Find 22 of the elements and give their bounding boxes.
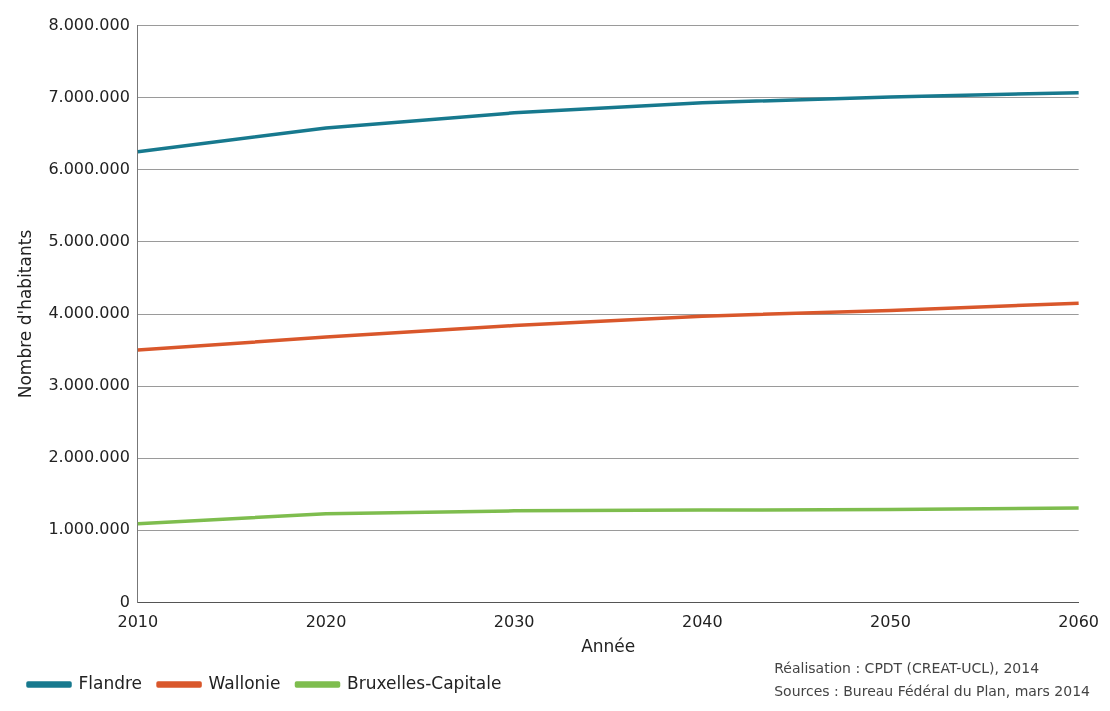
text: Réalisation : CPDT (CREAT-UCL), 2014 — [774, 659, 1041, 678]
y-tick-label: 2.000.000 — [48, 447, 130, 467]
source-note: Sources : Bureau Fédéral du Plan, mars 2014 — [774, 682, 1090, 701]
y-tick-label: 3.000.000 — [48, 375, 130, 395]
x-tick-label: 2060 — [1058, 612, 1099, 632]
y-tick-label: 8.000.000 — [48, 14, 130, 34]
y-tick-label: 0 — [119, 591, 130, 611]
legend-label: Wallonie — [208, 672, 281, 693]
y-tick-label: 4.000.000 — [48, 303, 130, 323]
y-tick-label: 6.000.000 — [48, 158, 130, 178]
y-axis-title: Nombre d'habitants — [14, 229, 35, 399]
x-tick-label: 2010 — [117, 612, 159, 632]
x-tick-label: 2020 — [305, 612, 347, 632]
x-tick-label: 2050 — [870, 612, 911, 632]
y-tick-label: 7.000.000 — [48, 86, 130, 106]
y-tick-label: 5.000.000 — [48, 231, 130, 251]
legend-label: Flandre — [78, 672, 143, 693]
legend-label: Bruxelles-Capitale — [347, 672, 502, 693]
x-tick-label: 2040 — [681, 612, 723, 632]
x-tick-label: 2030 — [493, 612, 535, 632]
y-tick-label: 1.000.000 — [48, 519, 130, 539]
x-axis-title: Année — [581, 636, 636, 657]
